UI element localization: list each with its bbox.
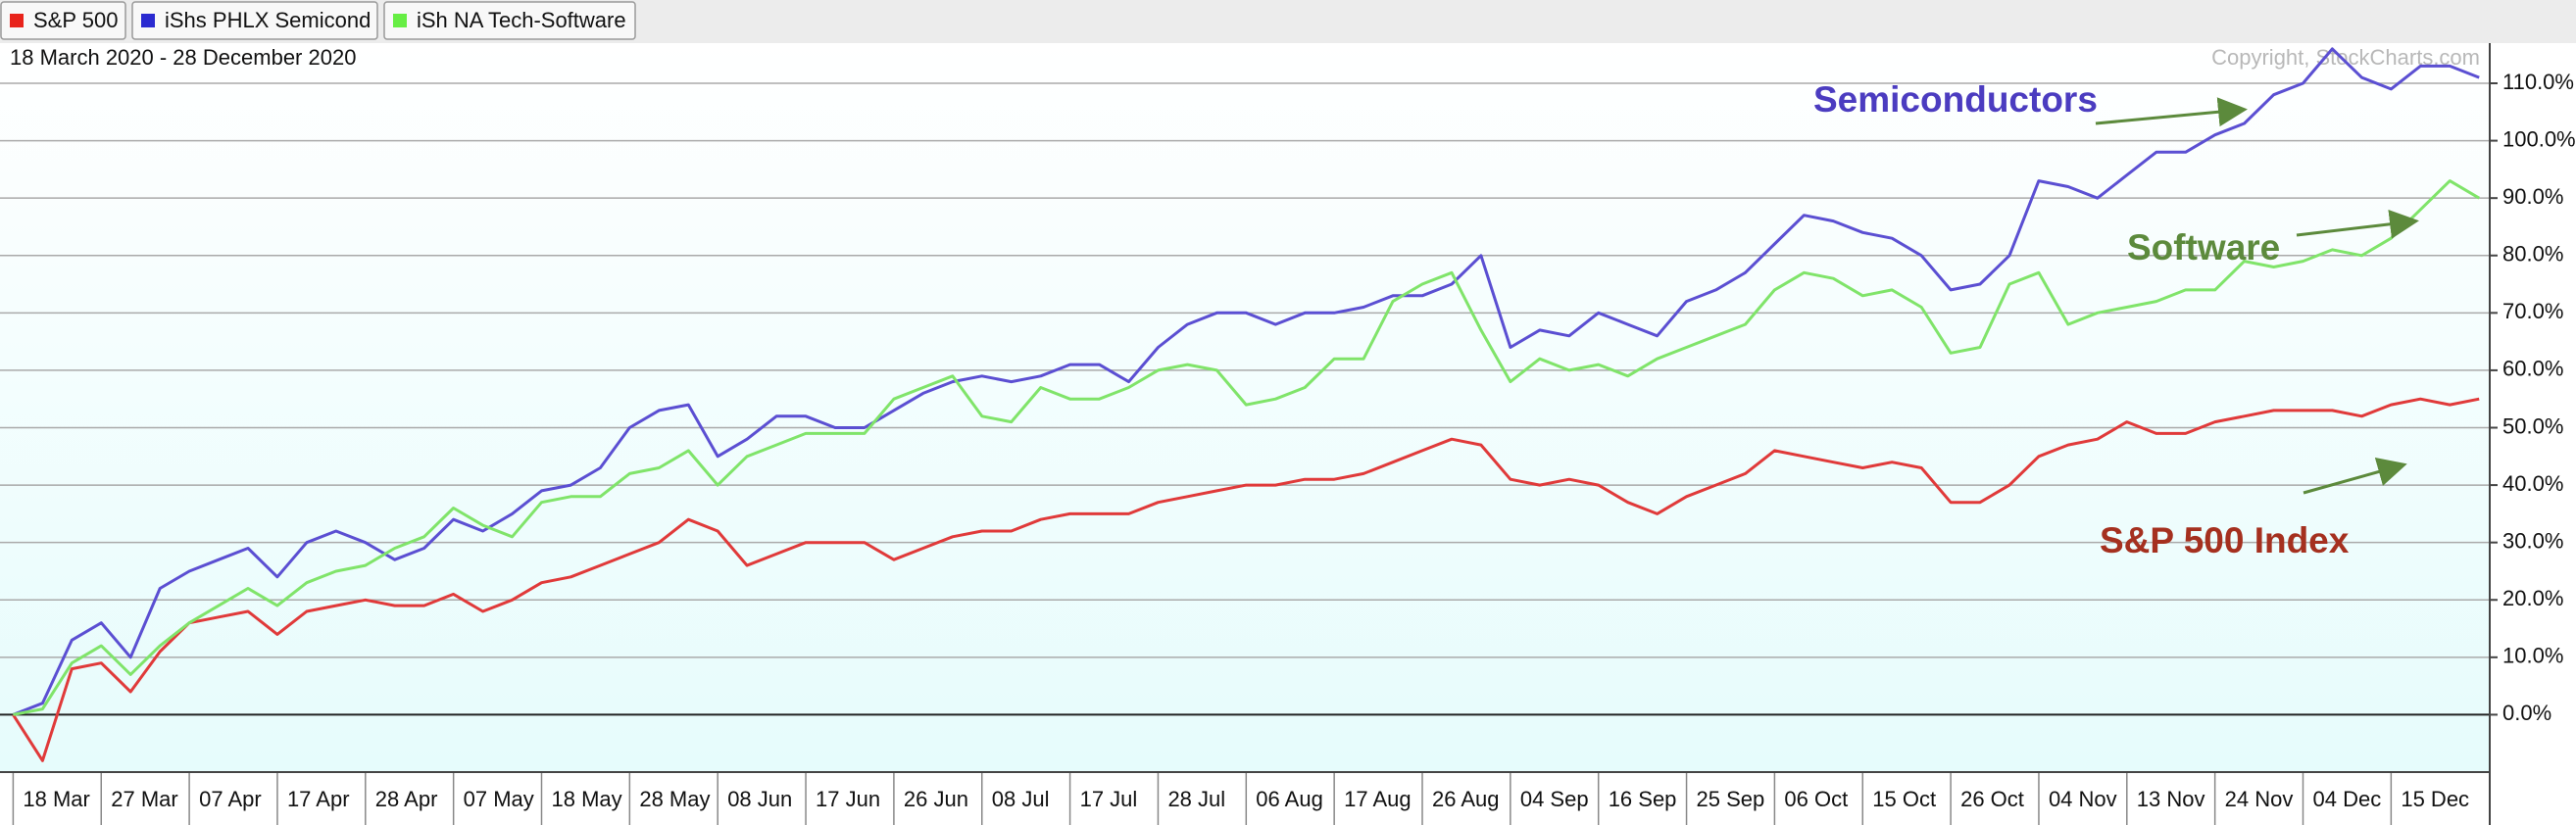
legend-label: S&P 500 bbox=[33, 8, 118, 32]
x-tick-label: 04 Sep bbox=[1520, 787, 1589, 811]
arrow bbox=[2303, 458, 2407, 495]
arrow bbox=[2095, 97, 2248, 127]
y-tick-label: 90.0% bbox=[2502, 184, 2563, 209]
y-tick-label: 0.0% bbox=[2502, 701, 2551, 725]
x-tick-label: 24 Nov bbox=[2225, 787, 2294, 811]
x-tick-label: 15 Oct bbox=[1872, 787, 1936, 811]
plot-background bbox=[0, 43, 2490, 772]
x-tick-label: 07 Apr bbox=[199, 787, 262, 811]
legend-label: iShs PHLX Semicond bbox=[165, 8, 371, 32]
x-tick-label: 27 Mar bbox=[111, 787, 177, 811]
legend-label: iSh NA Tech-Software bbox=[417, 8, 626, 32]
legend-button[interactable] bbox=[383, 1, 636, 40]
x-tick-label: 26 Oct bbox=[1960, 787, 2024, 811]
x-tick-label: 17 Jun bbox=[816, 787, 880, 811]
x-tick-label: 26 Aug bbox=[1432, 787, 1500, 811]
y-tick-label: 20.0% bbox=[2502, 586, 2563, 610]
annotation: Software bbox=[2127, 227, 2280, 267]
x-tick-label: 06 Aug bbox=[1256, 787, 1323, 811]
x-tick-label: 16 Sep bbox=[1609, 787, 1677, 811]
x-tick-label: 04 Dec bbox=[2313, 787, 2382, 811]
x-tick-label: 28 Apr bbox=[375, 787, 438, 811]
legend-swatch bbox=[10, 14, 24, 27]
legend-swatch bbox=[393, 14, 407, 27]
x-tick-label: 13 Nov bbox=[2137, 787, 2205, 811]
y-tick-label: 80.0% bbox=[2502, 242, 2563, 267]
y-tick-label: 30.0% bbox=[2502, 528, 2563, 553]
legend-item[interactable]: iShs PHLX Semicond bbox=[131, 1, 378, 40]
x-tick-label: 18 May bbox=[552, 787, 622, 811]
legend-item[interactable]: iSh NA Tech-Software bbox=[383, 1, 636, 40]
x-tick-label: 25 Sep bbox=[1697, 787, 1765, 811]
x-tick-label: 17 Apr bbox=[287, 787, 350, 811]
x-tick-label: 15 Dec bbox=[2401, 787, 2469, 811]
y-tick-label: 50.0% bbox=[2502, 413, 2563, 438]
x-tick-label: 17 Aug bbox=[1344, 787, 1412, 811]
legend-item[interactable]: S&P 500 bbox=[0, 1, 126, 40]
series-line bbox=[13, 179, 2480, 716]
series-line bbox=[12, 47, 2480, 716]
x-tick-label: 28 May bbox=[639, 787, 710, 811]
x-tick-label: 28 Jul bbox=[1167, 787, 1225, 811]
x-tick-label: 17 Jul bbox=[1080, 787, 1138, 811]
x-tick-label: 06 Oct bbox=[1784, 787, 1848, 811]
x-tick-label: 08 Jul bbox=[992, 787, 1050, 811]
annotation: Semiconductors bbox=[1813, 79, 2098, 120]
y-tick-label: 100.0% bbox=[2502, 126, 2576, 151]
annotation: S&P 500 Index bbox=[2100, 520, 2350, 560]
x-tick-label: 26 Jun bbox=[904, 787, 968, 811]
legend-swatch bbox=[141, 14, 155, 27]
x-tick-label: 07 May bbox=[464, 787, 534, 811]
subtitle: 18 March 2020 - 28 December 2020 bbox=[10, 45, 356, 70]
y-tick-label: 40.0% bbox=[2502, 471, 2563, 496]
legend-button[interactable] bbox=[0, 1, 126, 40]
y-tick-label: 110.0% bbox=[2502, 70, 2574, 94]
legend-button[interactable] bbox=[131, 1, 378, 40]
x-tick-label: 04 Nov bbox=[2049, 787, 2117, 811]
y-tick-label: 10.0% bbox=[2502, 644, 2563, 668]
series-line bbox=[12, 397, 2480, 762]
y-tick-label: 60.0% bbox=[2502, 357, 2563, 381]
x-tick-label: 18 Mar bbox=[23, 787, 89, 811]
arrow bbox=[2296, 209, 2419, 239]
x-tick-label: 08 Jun bbox=[727, 787, 792, 811]
y-tick-label: 70.0% bbox=[2502, 299, 2563, 323]
